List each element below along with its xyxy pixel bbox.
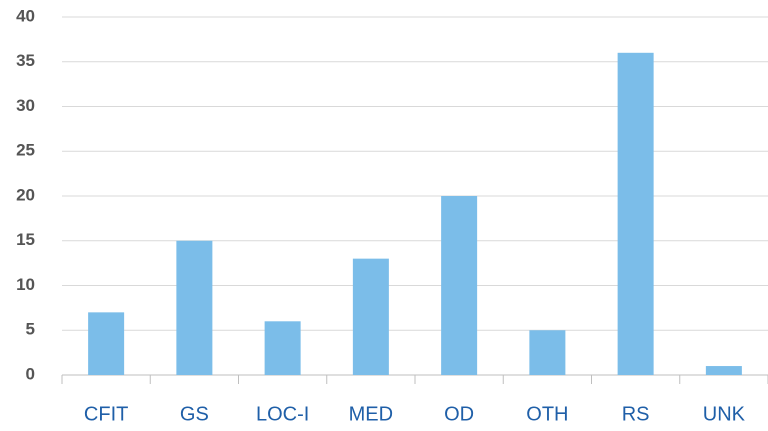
y-tick-label: 15	[16, 230, 35, 249]
y-tick-label: 25	[16, 141, 35, 160]
y-tick-label: 30	[16, 96, 35, 115]
x-tick-label: LOC-I	[256, 403, 309, 425]
y-tick-label: 40	[16, 6, 35, 25]
bar	[617, 52, 654, 376]
bar	[352, 258, 389, 375]
y-tick-label: 10	[16, 275, 35, 294]
x-tick-label: CFIT	[84, 403, 128, 425]
bar	[176, 240, 213, 375]
x-tick-label: OD	[444, 403, 474, 425]
y-tick-label: 0	[26, 364, 35, 383]
x-tick-label: GS	[180, 403, 209, 425]
y-tick-label: 5	[26, 320, 35, 339]
bar	[88, 312, 125, 375]
bar	[264, 321, 301, 375]
y-tick-label: 20	[16, 185, 35, 204]
bar	[705, 366, 742, 375]
x-tick-label: RS	[622, 403, 650, 425]
bar	[529, 330, 566, 375]
y-tick-label: 35	[16, 51, 35, 70]
bar	[441, 196, 478, 375]
x-tick-label: UNK	[703, 403, 746, 425]
x-tick-label: MED	[349, 403, 393, 425]
x-tick-label: OTH	[526, 403, 568, 425]
